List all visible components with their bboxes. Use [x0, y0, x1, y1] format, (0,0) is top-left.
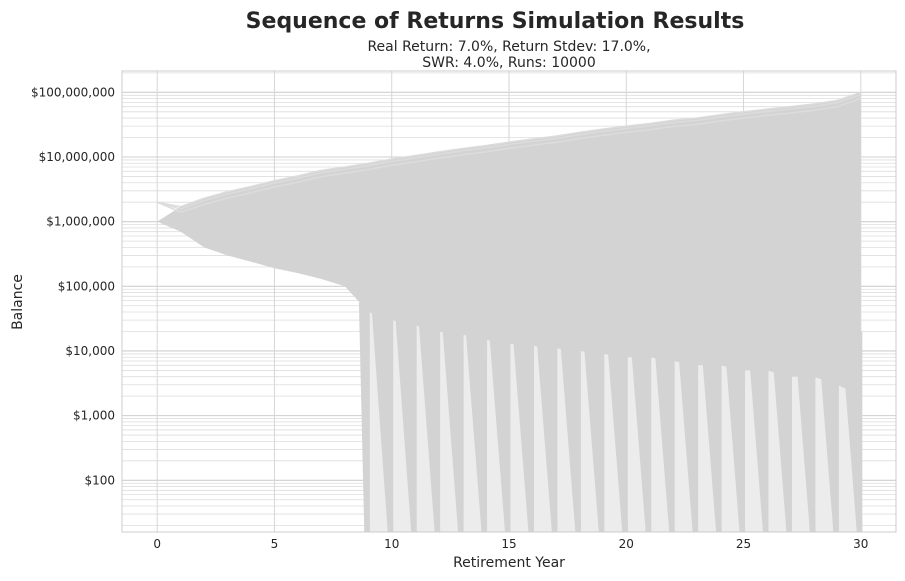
depletion-spike: [465, 330, 488, 532]
x-tick-label: 30: [853, 537, 868, 551]
depletion-spike: [770, 331, 792, 532]
x-tick-label: 5: [271, 537, 279, 551]
y-tick-label: $100: [84, 473, 115, 487]
depletion-spike: [700, 331, 722, 532]
y-tick-label: $1,000,000: [46, 215, 115, 229]
depletion-spike: [559, 331, 581, 532]
x-axis-label: Retirement Year: [453, 555, 565, 571]
simulation-run-line: [157, 91, 862, 208]
depletion-spike: [582, 331, 605, 532]
y-tick-label: $10,000,000: [39, 150, 115, 164]
y-axis-label: Balance: [10, 274, 26, 330]
depletion-spike: [371, 310, 394, 532]
simulation-run-line: [156, 93, 862, 210]
depletion-spike: [512, 331, 534, 532]
depletion-spike: [653, 331, 675, 532]
depletion-spike: [489, 331, 511, 532]
depletion-spike: [629, 331, 652, 532]
y-tick-label: $100,000,000: [31, 85, 115, 99]
simulation-runs: [156, 91, 863, 532]
depletion-spike: [395, 315, 417, 532]
depletion-spike: [418, 322, 441, 532]
y-tick-label: $1,000: [73, 409, 115, 423]
y-tick-label: $10,000: [65, 344, 115, 358]
x-axis-ticks: 0 5 10 15 20 25 30: [153, 537, 868, 551]
x-tick-label: 15: [501, 537, 516, 551]
simulation-envelope: [157, 92, 861, 397]
plot-frame: [121, 70, 897, 533]
depletion-spike: [606, 331, 628, 532]
x-tick-label: 0: [153, 537, 161, 551]
chart-subtitle-line-2: SWR: 4.0%, Runs: 10000: [422, 55, 596, 71]
x-tick-label: 10: [384, 537, 399, 551]
depletion-spike: [442, 325, 464, 532]
y-tick-label: $100,000: [58, 279, 115, 293]
y-axis-ticks: $100 $1,000 $10,000 $100,000 $1,000,000 $10,0…: [31, 85, 115, 487]
depletion-spike: [535, 331, 558, 532]
depletion-spike: [840, 331, 863, 532]
chart-title: Sequence of Returns Simulation Results: [246, 9, 745, 34]
depletion-spike: [676, 331, 699, 532]
depletion-spike: [723, 331, 746, 532]
x-tick-label: 20: [619, 537, 634, 551]
depletion-spike: [747, 331, 769, 532]
x-tick-label: 25: [736, 537, 751, 551]
chart-subtitle-line-1: Real Return: 7.0%, Return Stdev: 17.0%,: [367, 39, 650, 55]
depletion-spike: [793, 331, 816, 532]
simulation-run-line: [156, 97, 862, 214]
depletion-spike: [817, 331, 839, 532]
